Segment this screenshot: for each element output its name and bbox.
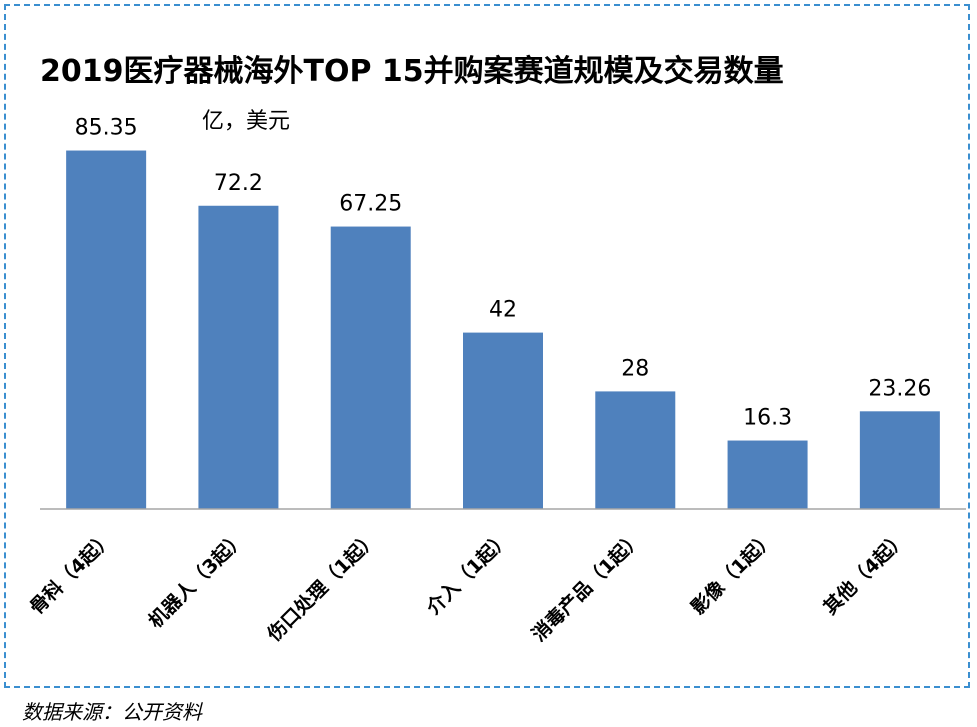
- bar-7: [859, 411, 940, 509]
- category-label-3: 伤口处理（1起）: [262, 526, 382, 646]
- category-label-1: 骨科（4起）: [25, 526, 118, 619]
- value-label-7: 23.26: [868, 376, 931, 401]
- category-label-5: 消毒产品（1起）: [527, 526, 647, 646]
- bar-5: [595, 391, 676, 509]
- value-label-2: 72.2: [214, 171, 263, 196]
- chart-title: 2019医疗器械海外TOP 15并购案赛道规模及交易数量: [40, 54, 784, 89]
- bar-3: [330, 226, 411, 510]
- bar-4: [463, 332, 543, 509]
- category-label-4: 介入（1起）: [421, 526, 515, 620]
- value-label-5: 28: [621, 356, 649, 381]
- bar-2: [198, 205, 279, 509]
- value-label-1: 85.35: [75, 116, 138, 141]
- bar-6: [727, 440, 808, 509]
- value-label-6: 16.3: [743, 406, 792, 431]
- category-label-2: 机器人（3起）: [144, 526, 250, 632]
- category-label-7: 其他（4起）: [819, 526, 912, 619]
- unit-label: 亿，美元: [202, 109, 291, 134]
- category-label-6: 影像（1起）: [686, 526, 779, 619]
- bar-1: [66, 150, 147, 509]
- bar-chart: 85.35 骨科（4起） 72.2 机器人（3起） 67.25 伤口处理（1起） 42 介入（…: [25, 116, 966, 647]
- value-label-4: 42: [489, 298, 517, 323]
- data-source: 数据来源：公开资料: [22, 700, 202, 724]
- value-label-3: 67.25: [339, 192, 402, 217]
- chart-frame: [4, 4, 970, 688]
